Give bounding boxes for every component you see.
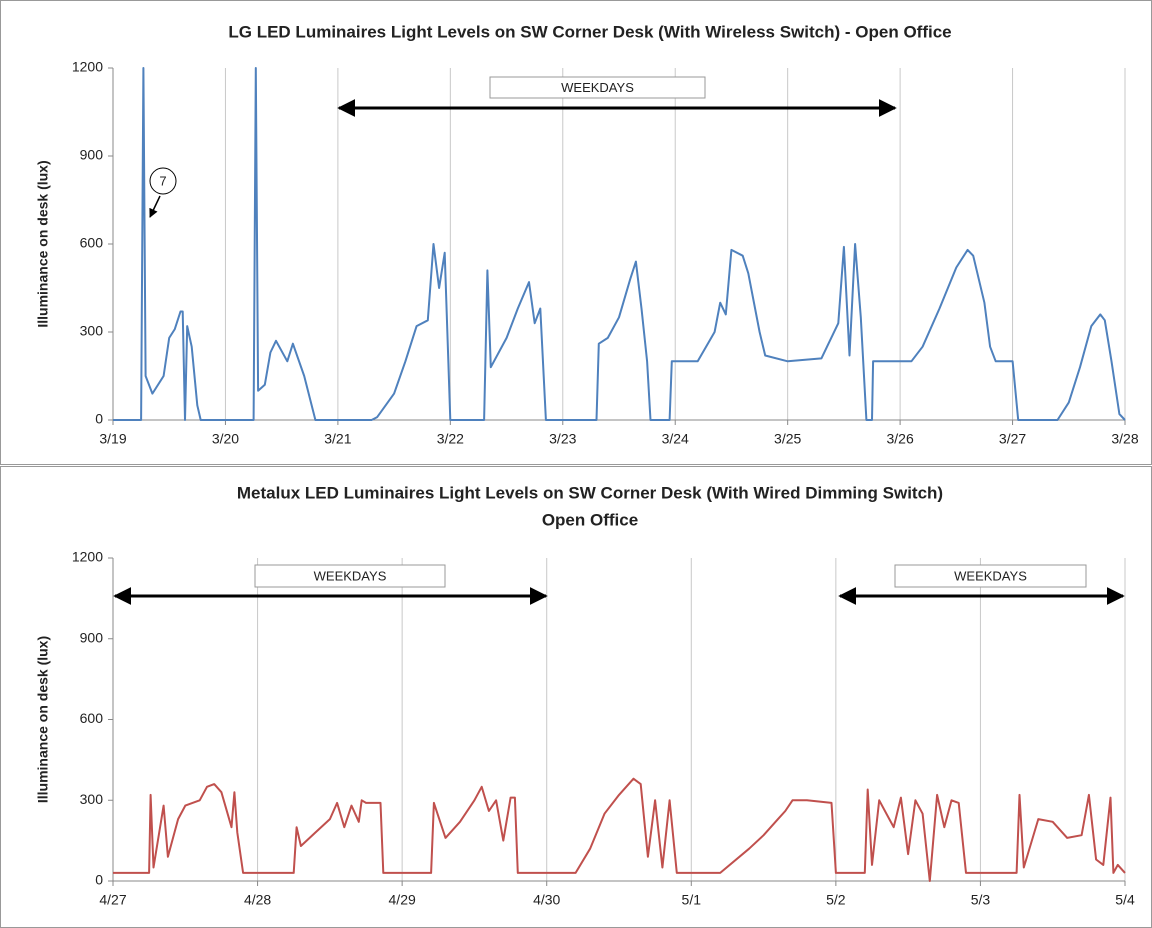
x-tick-label: 4/29 [389, 892, 416, 908]
frame [0, 0, 1152, 465]
y-tick-label: 600 [80, 235, 104, 251]
callout-circle [149, 167, 177, 195]
x-tick-label: 3/21 [324, 431, 351, 447]
x-tick-label: 3/25 [774, 431, 801, 447]
x-tick-label: 5/1 [682, 892, 702, 908]
annotation-box [489, 76, 706, 99]
x-tick-label: 5/4 [1115, 892, 1135, 908]
frame [0, 466, 1152, 928]
x-tick-label: 5/2 [826, 892, 846, 908]
chart-title: Open Office [542, 510, 638, 529]
y-tick-label: 0 [95, 872, 103, 888]
y-tick-label: 300 [80, 323, 104, 339]
y-tick-label: 900 [80, 629, 104, 645]
data-line [113, 67, 1126, 421]
annotation: WEEKDAYS [561, 80, 634, 95]
x-tick-label: 4/28 [244, 892, 271, 908]
x-tick-label: 3/28 [1111, 431, 1138, 447]
x-tick-label: 3/23 [549, 431, 576, 447]
x-tick-label: 3/24 [662, 431, 689, 447]
callout-arrow [149, 195, 161, 218]
x-tick-label: 5/3 [971, 892, 991, 908]
data-line [113, 777, 1126, 882]
x-tick-label: 3/19 [99, 431, 126, 447]
x-tick-label: 3/22 [437, 431, 464, 447]
y-tick-label: 600 [80, 710, 104, 726]
x-tick-label: 3/26 [886, 431, 913, 447]
x-tick-label: 4/30 [533, 892, 560, 908]
y-tick-label: 300 [80, 791, 104, 807]
y-tick-label: 0 [95, 411, 103, 427]
callout-label: 7 [159, 173, 166, 188]
y-axis-label: Illuminance on desk (lux) [35, 160, 51, 327]
x-tick-label: 3/27 [999, 431, 1026, 447]
y-tick-label: 1200 [72, 549, 103, 565]
y-axis-label: Illuminance on desk (lux) [35, 636, 51, 803]
x-tick-label: 3/20 [212, 431, 239, 447]
chart-title: LG LED Luminaires Light Levels on SW Cor… [228, 22, 951, 41]
y-tick-label: 1200 [72, 59, 103, 75]
annotation: WEEKDAYS [954, 568, 1027, 583]
x-tick-label: 4/27 [99, 892, 126, 908]
annotation: WEEKDAYS [314, 568, 387, 583]
y-tick-label: 900 [80, 147, 104, 163]
chart-title: Metalux LED Luminaires Light Levels on S… [237, 483, 943, 502]
